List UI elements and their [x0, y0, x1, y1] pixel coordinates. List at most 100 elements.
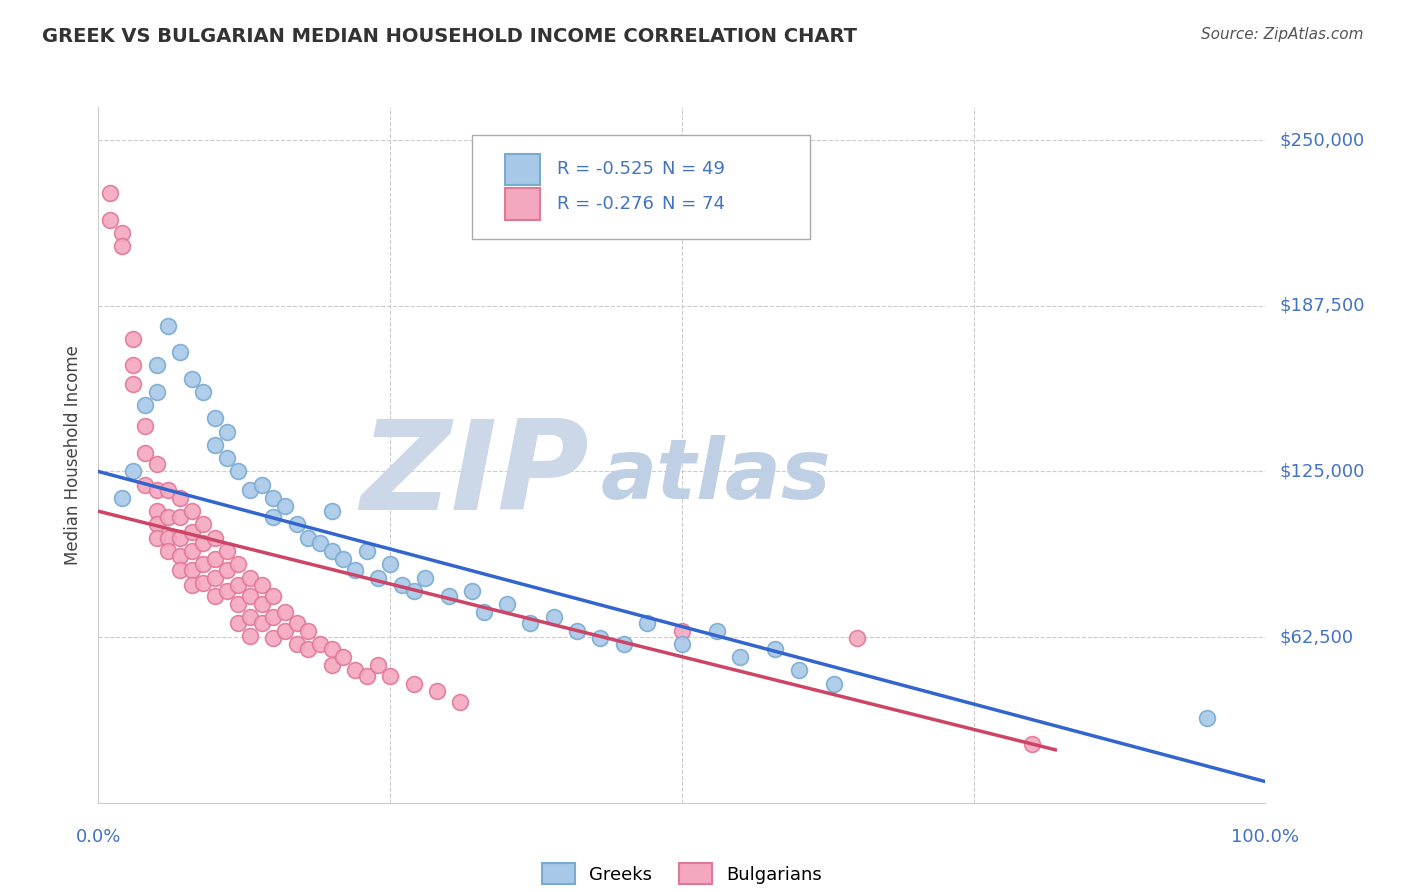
- Point: [180, 525, 202, 540]
- Point: [543, 610, 565, 624]
- Point: [134, 419, 156, 434]
- Point: [204, 570, 226, 584]
- Legend: Greeks, Bulgarians: Greeks, Bulgarians: [534, 856, 830, 891]
- Text: N = 49: N = 49: [662, 161, 725, 178]
- Point: [122, 359, 145, 373]
- Point: [636, 615, 658, 630]
- Point: [215, 425, 238, 439]
- Point: [1195, 711, 1218, 725]
- Point: [239, 570, 262, 584]
- Point: [215, 583, 238, 598]
- Text: $125,000: $125,000: [1279, 462, 1365, 481]
- Point: [250, 615, 273, 630]
- Point: [250, 597, 273, 611]
- Point: [204, 531, 226, 545]
- Point: [146, 531, 169, 545]
- Point: [239, 629, 262, 643]
- Point: [378, 668, 402, 682]
- Point: [169, 345, 191, 359]
- Point: [706, 624, 728, 638]
- Point: [262, 632, 284, 646]
- Point: [146, 384, 169, 399]
- Point: [472, 605, 495, 619]
- Point: [146, 359, 169, 373]
- Point: [111, 226, 134, 240]
- Point: [204, 552, 226, 566]
- Point: [134, 477, 156, 491]
- Point: [180, 563, 202, 577]
- Point: [228, 597, 250, 611]
- Point: [262, 509, 284, 524]
- Point: [367, 657, 389, 672]
- Point: [589, 632, 612, 646]
- Point: [111, 491, 134, 505]
- Text: 0.0%: 0.0%: [76, 828, 121, 846]
- Point: [228, 615, 250, 630]
- Point: [180, 504, 202, 518]
- Point: [321, 504, 343, 518]
- Point: [193, 384, 215, 399]
- Point: [180, 544, 202, 558]
- Point: [461, 583, 484, 598]
- Point: [98, 212, 121, 227]
- Point: [169, 491, 191, 505]
- Point: [262, 491, 284, 505]
- Point: [391, 578, 413, 592]
- Point: [356, 544, 378, 558]
- Text: ZIP: ZIP: [360, 416, 589, 536]
- Point: [204, 589, 226, 603]
- Point: [157, 318, 180, 333]
- Point: [321, 642, 343, 657]
- Point: [413, 570, 436, 584]
- Point: [228, 578, 250, 592]
- Point: [378, 558, 402, 572]
- Point: [193, 517, 215, 532]
- Point: [309, 637, 332, 651]
- Text: R = -0.276: R = -0.276: [557, 195, 654, 213]
- Point: [612, 637, 634, 651]
- Point: [134, 398, 156, 412]
- Point: [215, 563, 238, 577]
- Point: [204, 411, 226, 425]
- Point: [215, 451, 238, 466]
- Point: [787, 663, 810, 677]
- Point: [321, 657, 343, 672]
- Point: [169, 563, 191, 577]
- Point: [146, 457, 169, 471]
- Point: [519, 615, 541, 630]
- Text: 100.0%: 100.0%: [1232, 828, 1299, 846]
- Text: $250,000: $250,000: [1279, 131, 1365, 149]
- Point: [157, 509, 180, 524]
- Point: [309, 536, 332, 550]
- Point: [180, 372, 202, 386]
- Point: [332, 552, 354, 566]
- Point: [193, 536, 215, 550]
- Point: [122, 465, 145, 479]
- Point: [262, 610, 284, 624]
- Point: [122, 377, 145, 392]
- Text: $62,500: $62,500: [1279, 628, 1354, 646]
- Point: [157, 531, 180, 545]
- Point: [332, 650, 354, 665]
- Point: [146, 504, 169, 518]
- Point: [111, 239, 134, 253]
- Point: [402, 583, 425, 598]
- Point: [146, 483, 169, 497]
- Point: [250, 477, 273, 491]
- Point: [169, 531, 191, 545]
- Point: [437, 589, 460, 603]
- Point: [239, 483, 262, 497]
- Bar: [505, 153, 540, 185]
- Point: [671, 637, 693, 651]
- Point: [193, 575, 215, 590]
- Point: [204, 438, 226, 452]
- Text: GREEK VS BULGARIAN MEDIAN HOUSEHOLD INCOME CORRELATION CHART: GREEK VS BULGARIAN MEDIAN HOUSEHOLD INCO…: [42, 27, 858, 45]
- Point: [763, 642, 786, 657]
- Point: [180, 578, 202, 592]
- Point: [274, 499, 297, 513]
- Point: [169, 549, 191, 564]
- Point: [239, 610, 262, 624]
- Point: [169, 509, 191, 524]
- Point: [823, 676, 845, 690]
- Point: [845, 632, 868, 646]
